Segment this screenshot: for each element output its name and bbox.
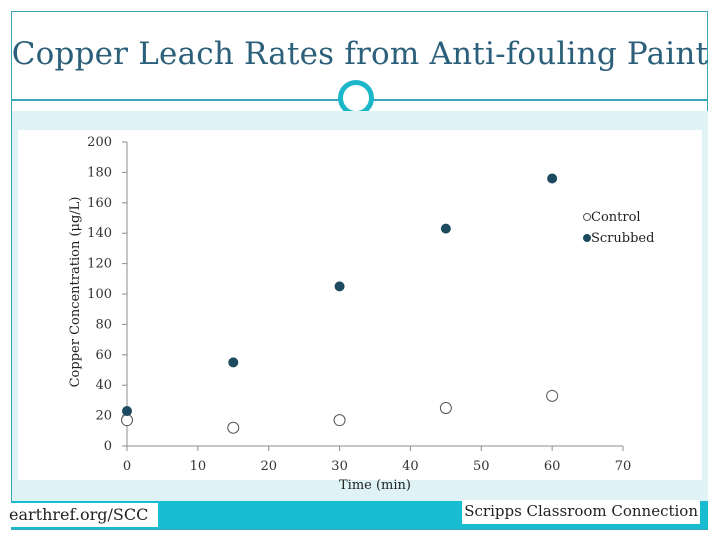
y-tick-label: 60 xyxy=(95,348,112,363)
y-tick-label: 40 xyxy=(95,378,112,393)
y-tick-label: 0 xyxy=(104,439,112,454)
y-tick-label: 120 xyxy=(87,257,112,272)
control-point xyxy=(333,414,346,427)
x-axis-ticks: 0 10 20 30 40 50 60 70 xyxy=(123,446,631,474)
control-point xyxy=(546,389,559,402)
y-tick-label: 200 xyxy=(87,135,112,150)
legend-label: Control xyxy=(591,210,641,225)
x-tick-label: 20 xyxy=(260,459,277,474)
scrubbed-point xyxy=(440,223,451,234)
footer-credit: Scripps Classroom Connection xyxy=(462,500,700,524)
x-tick-label: 50 xyxy=(473,459,490,474)
x-axis-title: Time (min) xyxy=(339,478,411,493)
scrubbed-point xyxy=(228,357,239,368)
control-point xyxy=(439,402,452,414)
x-tick-label: 70 xyxy=(615,459,632,474)
scrubbed-point xyxy=(334,281,345,292)
page-title: Copper Leach Rates from Anti-fouling Pai… xyxy=(11,36,709,72)
y-tick-label: 100 xyxy=(87,287,112,302)
legend-marker xyxy=(583,213,591,221)
scrubbed-point xyxy=(122,406,132,417)
x-tick-label: 60 xyxy=(544,459,561,474)
y-tick-label: 180 xyxy=(87,165,112,180)
x-tick-label: 0 xyxy=(123,459,131,474)
control-point xyxy=(121,414,133,427)
y-tick-label: 80 xyxy=(95,317,112,332)
data-points xyxy=(121,173,559,434)
footer-source-link[interactable]: earthref.org/SCC xyxy=(3,503,159,527)
scrubbed-point xyxy=(547,173,558,184)
y-tick-label: 160 xyxy=(87,196,112,211)
legend-label: Scrubbed xyxy=(591,231,654,246)
chart-legend: Control Scrubbed xyxy=(583,210,654,246)
control-point xyxy=(227,421,240,434)
x-tick-label: 30 xyxy=(331,459,348,474)
plot-area xyxy=(18,130,702,480)
x-tick-label: 40 xyxy=(402,459,419,474)
legend-marker xyxy=(583,234,591,242)
x-tick-label: 10 xyxy=(190,459,207,474)
y-tick-label: 20 xyxy=(95,409,112,424)
y-axis-title: Copper Concentration (μg/L) xyxy=(68,197,83,388)
y-tick-label: 140 xyxy=(87,226,112,241)
y-axis-ticks: 0 20 40 60 80 100 120 140 160 180 200 xyxy=(87,135,127,454)
